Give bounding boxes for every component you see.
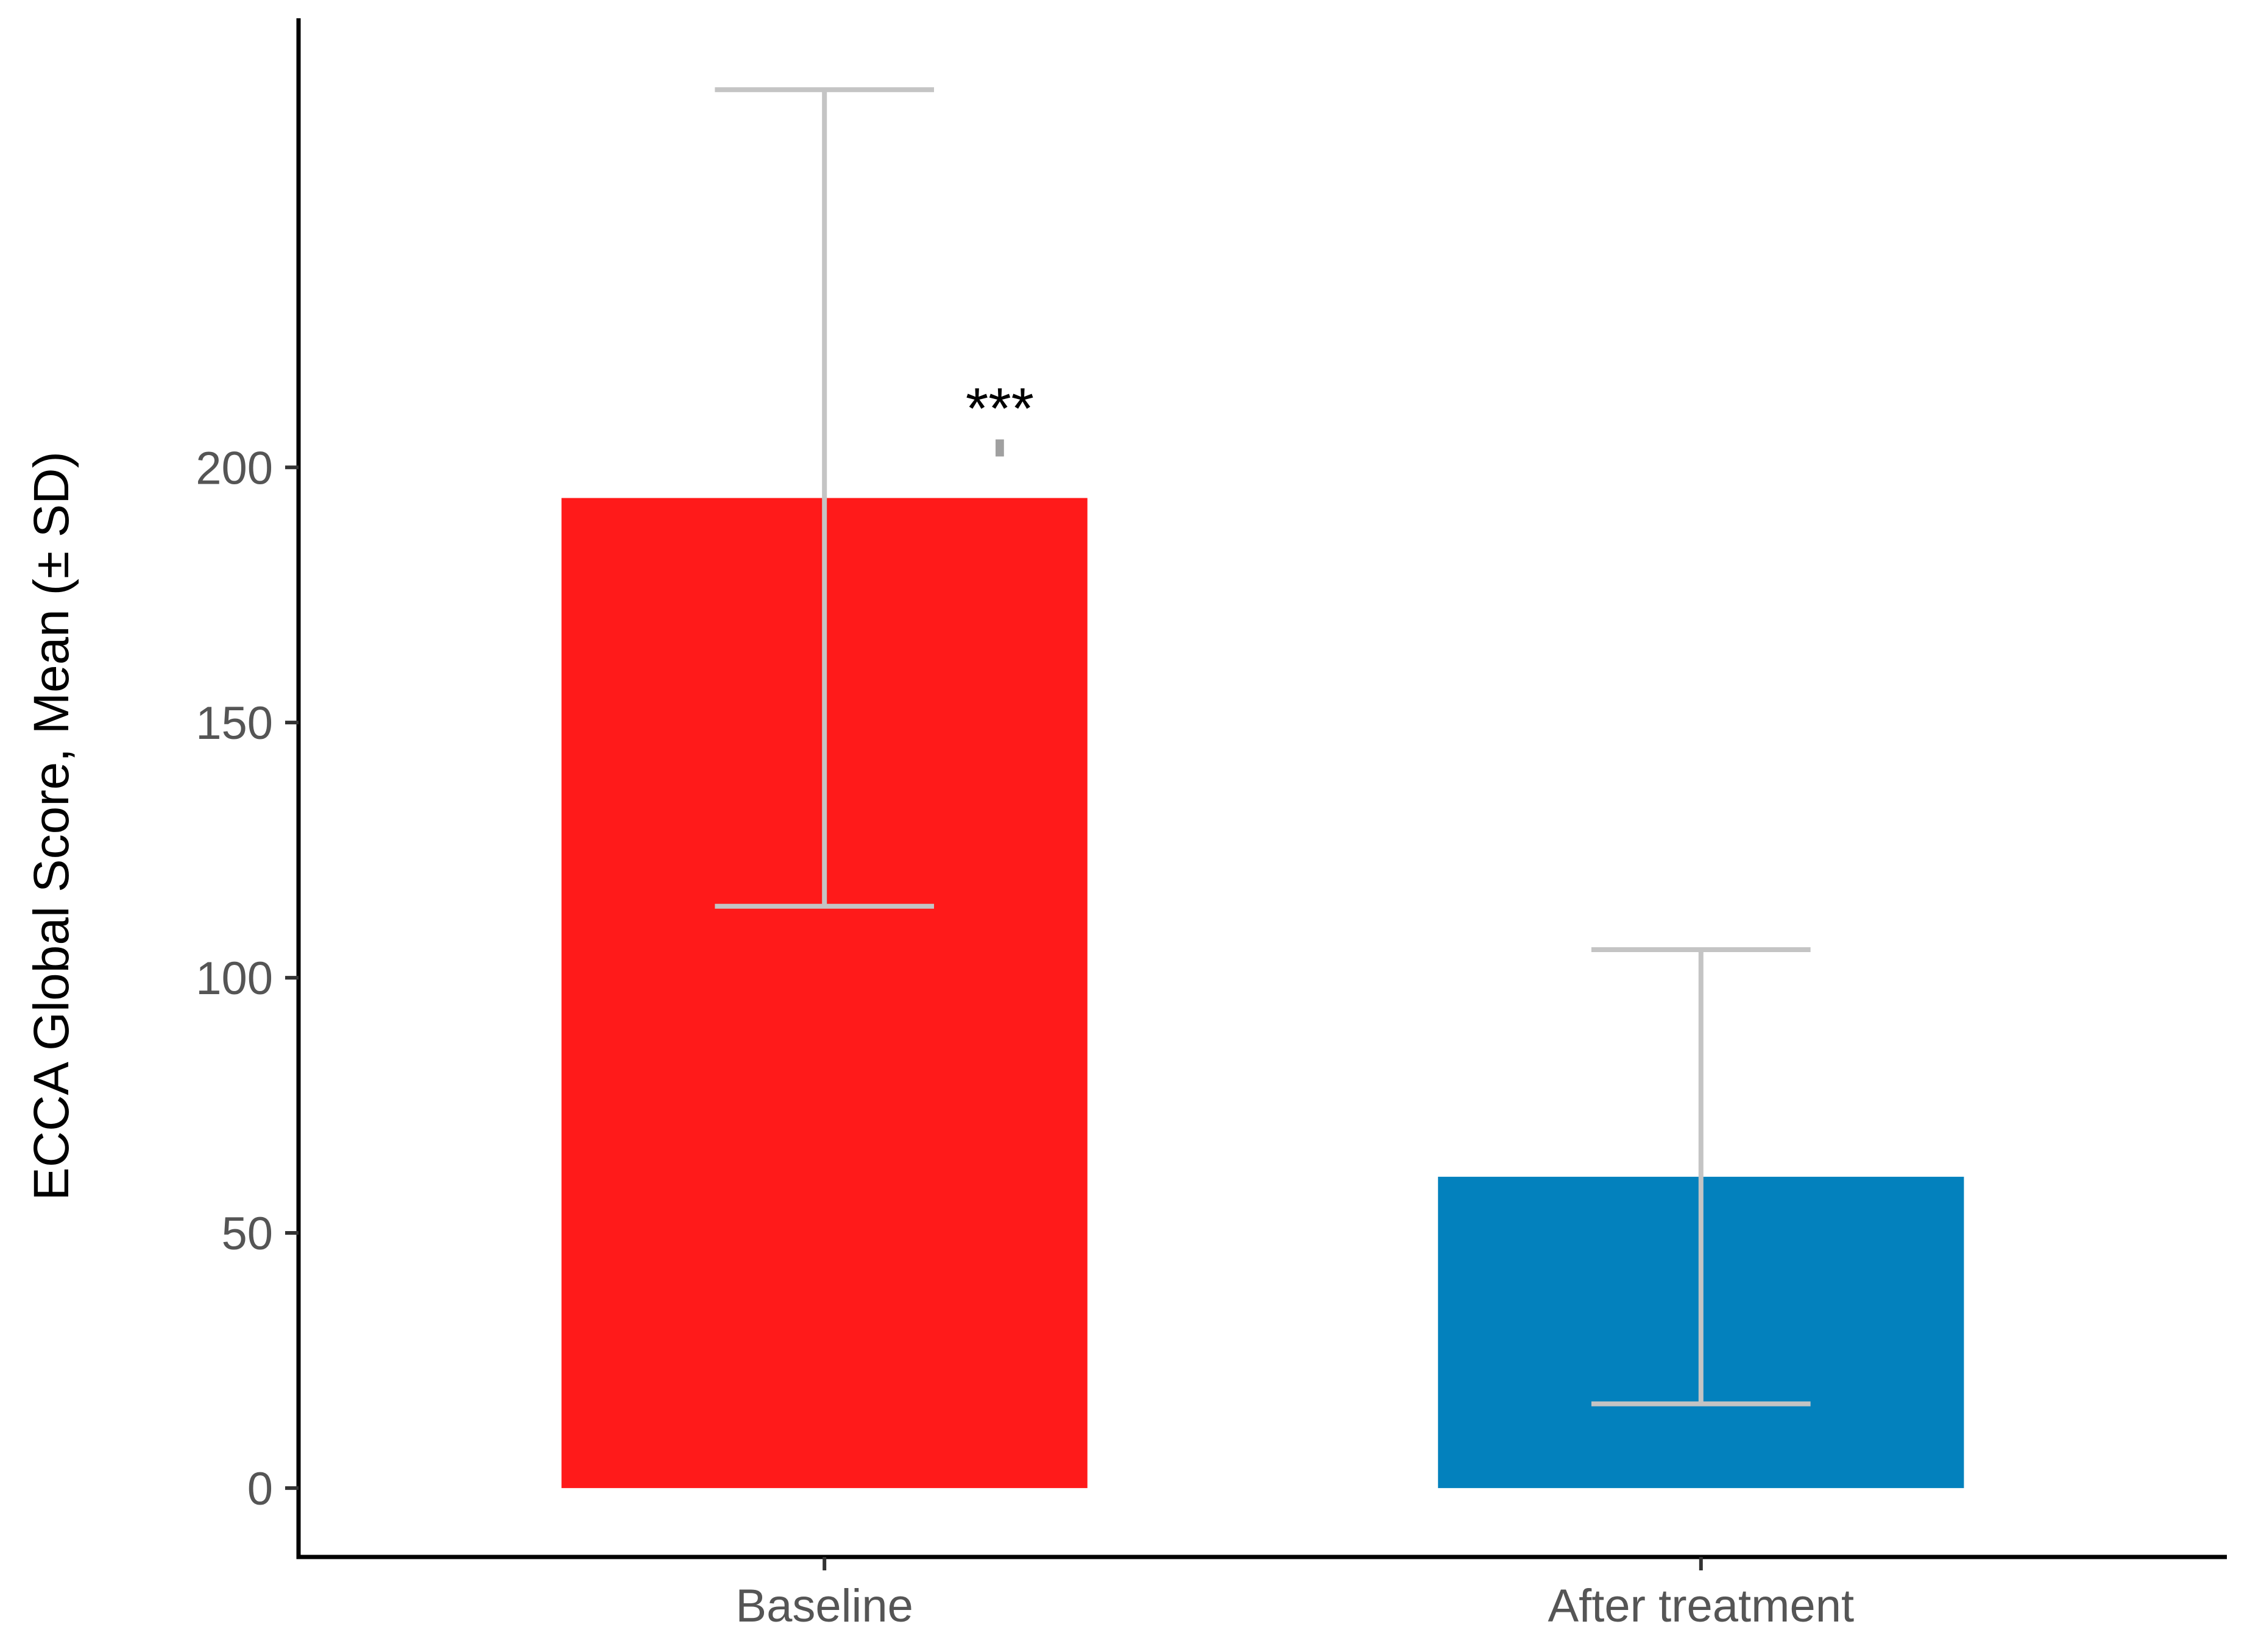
x-ticks-group: Baseline After treatment <box>735 1557 1854 1632</box>
significance-group: *** <box>966 376 1034 457</box>
significance-bracket <box>996 439 1004 457</box>
x-tick-label: Baseline <box>735 1580 913 1632</box>
y-tick-label: 150 <box>196 697 273 749</box>
y-tick-label: 0 <box>247 1463 273 1515</box>
y-tick-label: 200 <box>196 442 273 494</box>
error-bars-group <box>715 87 1811 1407</box>
significance-label: *** <box>966 376 1034 441</box>
y-tick-label: 50 <box>221 1208 273 1260</box>
y-tick-label: 100 <box>196 953 273 1004</box>
y-axis-title: ECCA Global Score, Mean (± SD) <box>24 451 79 1201</box>
y-ticks-group: 0 50 100 150 200 <box>196 442 299 1515</box>
x-tick-label: After treatment <box>1548 1580 1854 1632</box>
